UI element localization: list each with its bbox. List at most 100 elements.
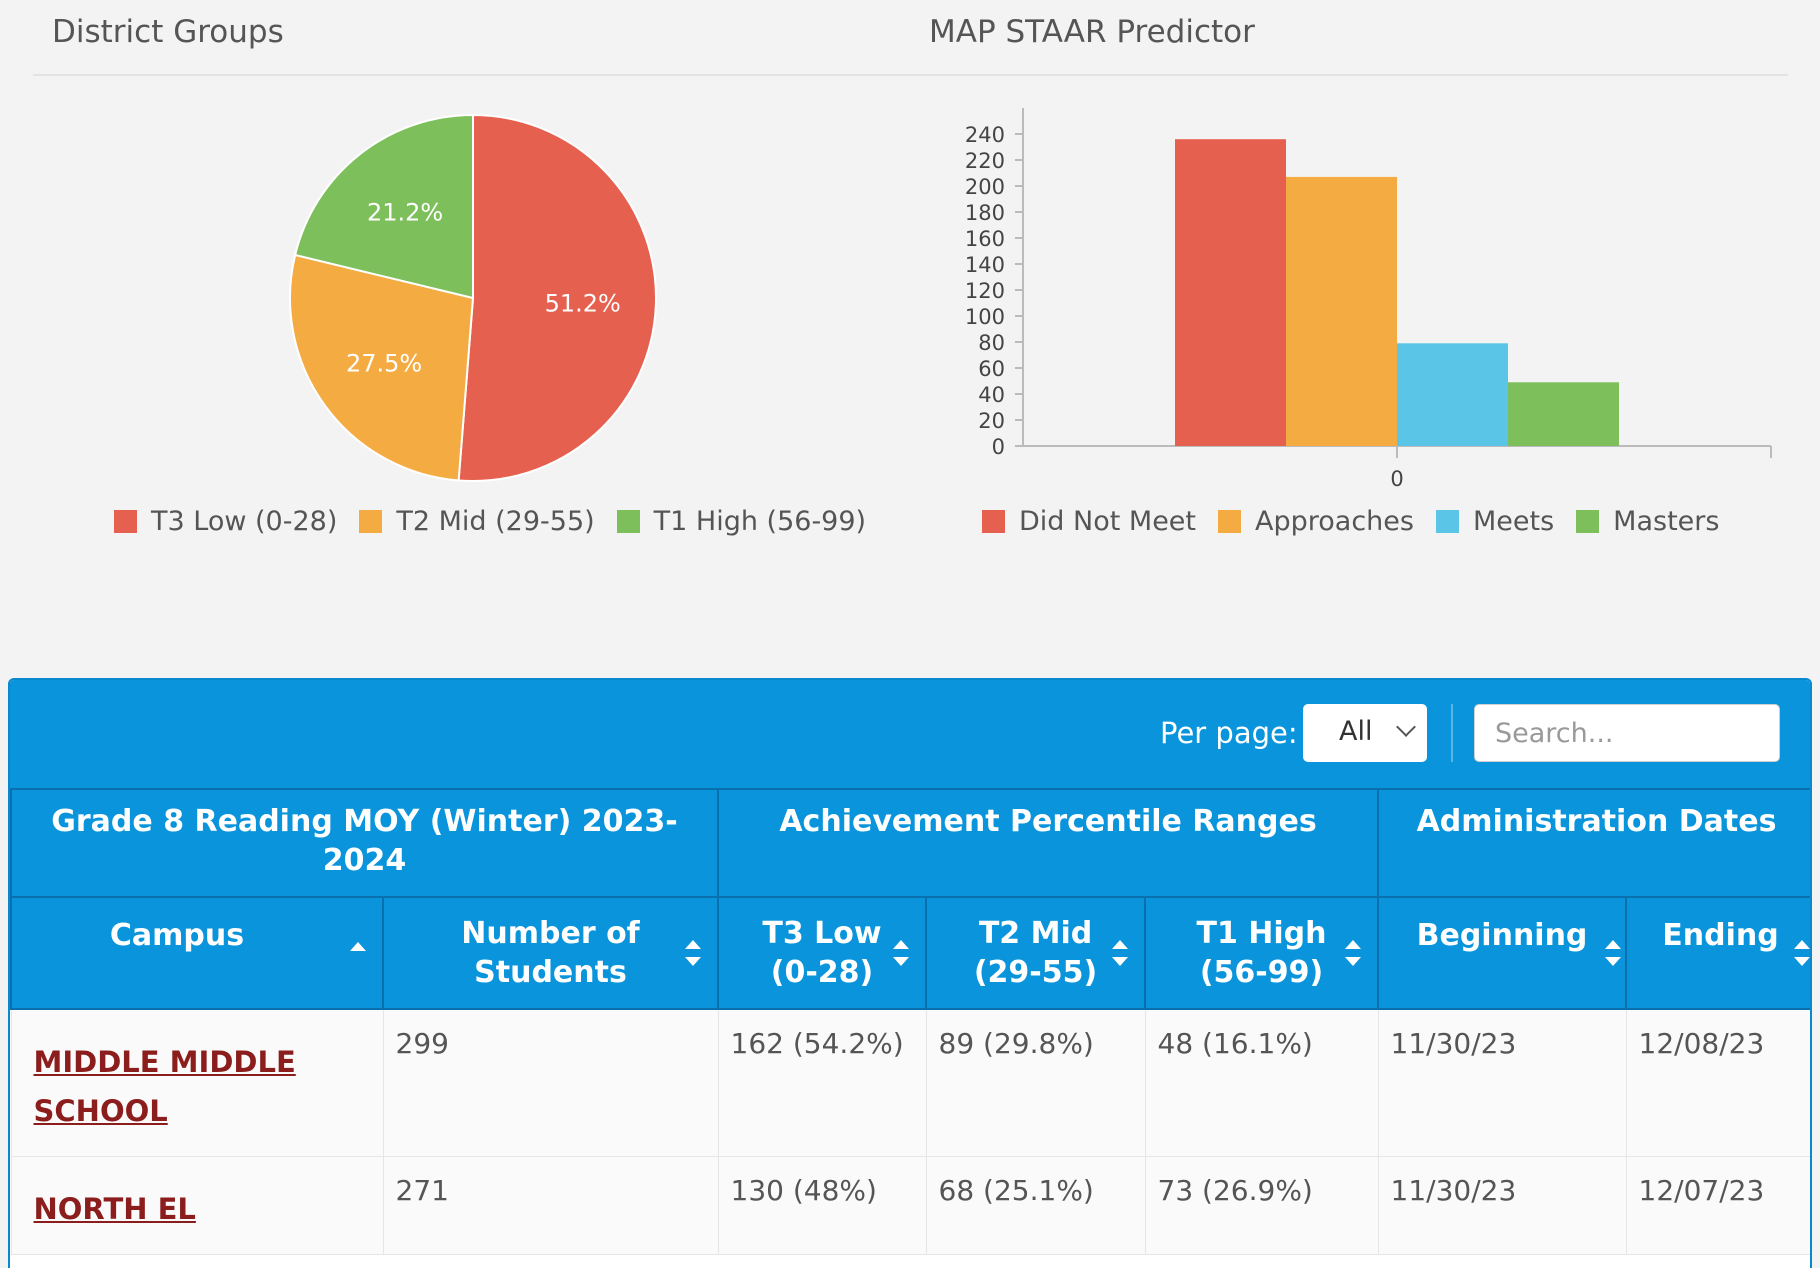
legend-item-approaches[interactable]: Approaches (1218, 506, 1414, 537)
column-label: T3 Low (762, 916, 882, 951)
table-row: NORTH EL 271 130 (48%) 68 (25.1%) 73 (26… (10, 1155, 1810, 1255)
legend-swatch (1218, 510, 1242, 533)
y-tick-label: 120 (965, 279, 1005, 303)
per-page-value: All (1339, 716, 1373, 747)
y-tick-label: 200 (965, 175, 1005, 199)
campus-link[interactable]: MIDDLE MIDDLE SCHOOL (34, 1045, 296, 1128)
legend-swatch (982, 510, 1005, 533)
staar-predictor-title: MAP STAAR Predictor (929, 14, 1255, 50)
y-tick-label: 20 (978, 409, 1005, 433)
column-label-line2: (29-55) (973, 955, 1098, 990)
bar-legend: Did Not Meet Approaches Meets Masters (982, 506, 1741, 537)
ending-cell: 12/08/23 (1625, 1008, 1810, 1157)
column-header-t3-low[interactable]: T3 Low (0-28) (717, 896, 928, 1010)
bar[interactable] (1175, 139, 1286, 446)
search-input[interactable] (1474, 704, 1780, 762)
toolbar-divider (1451, 704, 1453, 762)
campus-cell: MIDDLE MIDDLE SCHOOL (10, 1008, 384, 1157)
legend-swatch (616, 510, 640, 533)
legend-label: T3 Low (0-28) (151, 506, 338, 537)
column-header-t2-mid[interactable]: T2 Mid (29-55) (925, 896, 1147, 1010)
y-tick-label: 180 (965, 201, 1005, 225)
y-tick-label: 140 (965, 253, 1005, 277)
t3-low-cell: 130 (48%) (717, 1155, 927, 1255)
pie-slice-label: 51.2% (545, 289, 621, 317)
sort-icon (893, 940, 910, 966)
legend-swatch (1576, 510, 1600, 533)
y-tick-label: 80 (978, 331, 1005, 355)
sort-icon (685, 940, 702, 966)
column-label: Ending (1662, 917, 1779, 953)
legend-item-t3-low[interactable]: T3 Low (0-28) (114, 506, 337, 537)
pie-slice[interactable] (293, 113, 474, 300)
column-header-ending[interactable]: Ending (1625, 896, 1810, 1010)
pie-slice[interactable] (457, 113, 657, 482)
column-label: Beginning (1416, 917, 1588, 953)
students-cell: 299 (382, 1008, 719, 1157)
table-row: MIDDLE MIDDLE SCHOOL 299 162 (54.2%) 89 (… (10, 1008, 1810, 1157)
legend-label: Masters (1613, 506, 1720, 537)
y-tick-label: 40 (978, 383, 1005, 407)
campus-name-line2: SCHOOL (33, 1094, 168, 1128)
legend-item-t2-mid[interactable]: T2 Mid (29-55) (359, 506, 595, 537)
bar[interactable] (1508, 382, 1619, 446)
legend-item-t1-high[interactable]: T1 High (56-99) (616, 506, 866, 537)
district-groups-title: District Groups (52, 14, 284, 50)
pie-slice[interactable] (289, 253, 475, 482)
legend-label: T2 Mid (29-55) (396, 506, 595, 537)
header-divider (33, 74, 1788, 76)
bar[interactable] (1286, 176, 1397, 446)
legend-item-masters[interactable]: Masters (1576, 506, 1719, 537)
y-tick-label: 220 (965, 149, 1005, 173)
y-tick-label: 0 (992, 435, 1005, 459)
chevron-down-icon (1396, 717, 1416, 737)
y-tick-label: 240 (965, 123, 1005, 147)
pie-legend: T3 Low (0-28) T2 Mid (29-55) T1 High (56… (114, 506, 888, 537)
t1-high-cell: 73 (26.9%) (1144, 1155, 1379, 1255)
legend-label: Meets (1472, 506, 1555, 537)
column-header-t1-high[interactable]: T1 High (56-99) (1144, 896, 1380, 1010)
column-label-line2: (56-99) (1199, 955, 1324, 990)
per-page-label: Per page: (1160, 716, 1298, 750)
sort-icon (1345, 940, 1362, 966)
column-label: T2 Mid (978, 916, 1093, 951)
column-header-students[interactable]: Number of Students (381, 896, 720, 1010)
group-header-row: Grade 8 Reading MOY (Winter) 2023-2024 A… (10, 788, 1810, 898)
per-page-select[interactable]: All (1303, 704, 1427, 762)
pie-slice-label: 27.5% (346, 349, 422, 377)
pie-slice-label: 21.2% (367, 199, 443, 227)
campus-name-line1: NORTH EL (33, 1191, 196, 1226)
legend-label: Did Not Meet (1019, 506, 1197, 537)
x-tick-label: 0 (1390, 467, 1403, 491)
legend-item-meets[interactable]: Meets (1435, 506, 1555, 537)
campus-link[interactable]: NORTH EL (34, 1192, 196, 1226)
group-header-test: Grade 8 Reading MOY (Winter) 2023-2024 (10, 788, 720, 898)
group-header-percentiles: Achievement Percentile Ranges (717, 788, 1380, 898)
campus-cell: NORTH EL (10, 1155, 384, 1255)
bar[interactable] (1397, 343, 1508, 446)
sort-icon (1112, 940, 1129, 966)
y-tick-label: 100 (965, 305, 1005, 329)
column-header-row: Campus Number of Students T3 Low (0-28) T2… (10, 896, 1810, 1010)
t2-mid-cell: 89 (29.8%) (925, 1008, 1146, 1157)
y-tick-label: 60 (978, 357, 1005, 381)
beginning-cell: 11/30/23 (1377, 1008, 1627, 1157)
column-header-beginning[interactable]: Beginning (1377, 896, 1628, 1010)
column-header-campus[interactable]: Campus (10, 896, 384, 1010)
legend-swatch (359, 510, 383, 533)
column-label: Number of (461, 916, 640, 951)
t2-mid-cell: 68 (25.1%) (925, 1155, 1146, 1255)
legend-swatch (1435, 510, 1459, 533)
legend-item-did-not-meet[interactable]: Did Not Meet (982, 506, 1196, 537)
column-label: Campus (109, 917, 245, 953)
group-header-dates: Administration Dates (1377, 788, 1810, 898)
legend-label: Approaches (1255, 506, 1414, 537)
beginning-cell: 11/30/23 (1377, 1155, 1627, 1255)
t3-low-cell: 162 (54.2%) (717, 1008, 927, 1157)
y-tick-label: 160 (965, 227, 1005, 251)
table-toolbar: Per page: All (10, 680, 1810, 788)
district-groups-pie-chart: 51.2% 27.5% 21.2% (289, 113, 657, 482)
students-cell: 271 (382, 1155, 719, 1255)
results-table-panel: Per page: All Grade 8 Reading MOY (Winte… (8, 678, 1812, 1268)
column-label-line2: (0-28) (770, 955, 874, 990)
